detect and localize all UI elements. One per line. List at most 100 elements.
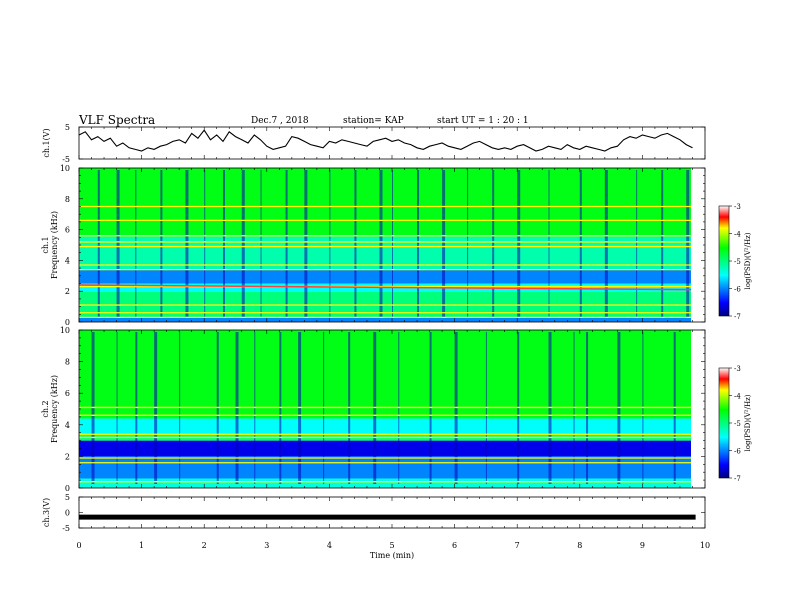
impulse-burst — [329, 170, 331, 318]
colorbar-tick-label: -4 — [734, 231, 741, 239]
impulse-burst — [204, 170, 206, 318]
impulse-burst — [467, 170, 469, 318]
psd-band — [79, 317, 691, 322]
colorbar-tick-label: -7 — [734, 313, 741, 321]
impulse-burst — [686, 170, 690, 318]
ch2-colorbar-label: log(PSD)(V²/Hz) — [744, 394, 752, 451]
colorbar-tick-label: -4 — [734, 393, 741, 401]
impulse-burst — [392, 170, 393, 318]
colorbar-tick-label: -3 — [734, 203, 741, 211]
impulse-burst — [354, 170, 357, 318]
y-tick-label: 6 — [65, 226, 70, 235]
psd-band — [79, 168, 691, 236]
colorbar-tick-label: -5 — [734, 258, 741, 266]
x-axis-label: Time (min) — [370, 551, 414, 560]
y-tick-label: 4 — [65, 256, 70, 265]
ch1-colorbar — [718, 205, 730, 317]
impulse-burst — [492, 170, 495, 318]
impulse-burst — [116, 170, 120, 318]
start-time-label: start UT = 1 : 20 : 1 — [437, 116, 529, 126]
ch1-ylabel: Frequency (kHz) — [50, 211, 59, 279]
impulse-burst — [185, 170, 189, 318]
impulse-burst — [241, 170, 245, 318]
x-tick-label: 2 — [202, 541, 207, 550]
colorbar-tick-label: -3 — [734, 365, 741, 373]
x-tick-label: 6 — [452, 541, 457, 550]
ch2-ylabel: Frequency (kHz) — [50, 375, 59, 443]
ch2-colorbar — [718, 367, 730, 479]
x-tick-label: 4 — [327, 541, 332, 550]
x-tick-label: 8 — [577, 541, 582, 550]
ch1-panel: 5 -5 ch.1(V) — [42, 123, 706, 164]
impulse-burst — [304, 170, 308, 318]
x-tick-label: 0 — [76, 541, 81, 550]
y-tick-label: 10 — [60, 164, 70, 173]
colorbar-tick-label: -5 — [734, 420, 741, 428]
y-tick-label: 2 — [65, 287, 70, 296]
ch1-ylabel: ch.1(V) — [42, 128, 51, 157]
y-tick-label: 5 — [65, 123, 70, 132]
ch2-panel: 0 2 4 6 8 10 ch.2 Frequency (kHz) -3 -4 -5 -6 -7 log(… — [41, 326, 752, 493]
impulse-burst — [160, 170, 163, 318]
y-tick-label: -5 — [62, 524, 70, 533]
ch1-trace — [78, 129, 693, 152]
impulse-burst — [222, 170, 225, 318]
ch1-frame — [78, 126, 706, 160]
impulse-burst — [517, 170, 521, 318]
date-label: Dec.7 , 2018 — [251, 116, 309, 126]
impulse-burst — [379, 170, 383, 318]
impulse-burst — [285, 170, 288, 318]
psd-band — [79, 478, 691, 488]
ch1-channel-label: ch.1 — [41, 236, 50, 253]
y-tick-label: 2 — [65, 452, 70, 461]
impulse-burst — [260, 170, 262, 318]
ch3-panel: 5 0 -5 ch.3(V) — [42, 493, 706, 533]
y-tick-label: -5 — [62, 155, 70, 164]
impulse-burst — [135, 170, 137, 318]
x-axis: 0 1 2 3 4 5 6 7 8 9 10 Time (min) — [76, 541, 710, 560]
colorbar-tick-label: -6 — [734, 448, 741, 456]
y-tick-label: 5 — [65, 493, 70, 502]
no-data-strip — [691, 330, 705, 488]
no-data-strip — [691, 168, 705, 322]
psd-band — [79, 330, 691, 419]
y-tick-label: 0 — [65, 509, 70, 518]
colorbar-tick-label: -7 — [734, 475, 741, 483]
psd-band — [79, 440, 691, 457]
x-tick-label: 5 — [389, 541, 394, 550]
x-tick-label: 9 — [640, 541, 645, 550]
y-tick-label: 10 — [60, 326, 70, 335]
psd-band — [79, 269, 691, 284]
impulse-burst — [442, 170, 446, 318]
y-tick-label: 8 — [65, 195, 70, 204]
chart-title: VLF Spectra — [79, 113, 156, 127]
impulse-burst — [636, 170, 638, 318]
y-tick-label: 8 — [65, 358, 70, 367]
drifting-line — [78, 284, 692, 291]
x-tick-label: 10 — [700, 541, 710, 550]
y-tick-label: 4 — [65, 421, 70, 430]
y-tick-label: 0 — [65, 484, 70, 493]
y-tick-label: 6 — [65, 389, 70, 398]
psd-band — [79, 291, 691, 318]
y-tick-label: 0 — [65, 318, 70, 327]
impulse-burst — [579, 170, 582, 318]
x-tick-label: 7 — [515, 541, 520, 550]
ch1-colorbar-label: log(PSD)(V²/Hz) — [744, 232, 752, 289]
x-tick-label: 3 — [264, 541, 269, 550]
colorbar-tick-label: -6 — [734, 286, 741, 294]
ch3-frame — [78, 496, 706, 529]
impulse-burst — [548, 170, 550, 318]
impulse-burst — [97, 170, 100, 318]
psd-band — [79, 456, 691, 479]
ch3-ylabel: ch.3(V) — [42, 498, 51, 527]
psd-band — [79, 418, 691, 435]
station-label: station= KAP — [343, 116, 404, 126]
impulse-burst — [661, 170, 664, 318]
ch1-panel: 0 2 4 6 8 10 ch.1 Frequency (kHz) -3 -4 -5 -6 -7 log(… — [41, 164, 752, 327]
impulse-burst — [417, 170, 420, 318]
ch2-channel-label: ch.2 — [41, 400, 50, 417]
impulse-burst — [604, 170, 608, 318]
x-tick-label: 1 — [139, 541, 144, 550]
